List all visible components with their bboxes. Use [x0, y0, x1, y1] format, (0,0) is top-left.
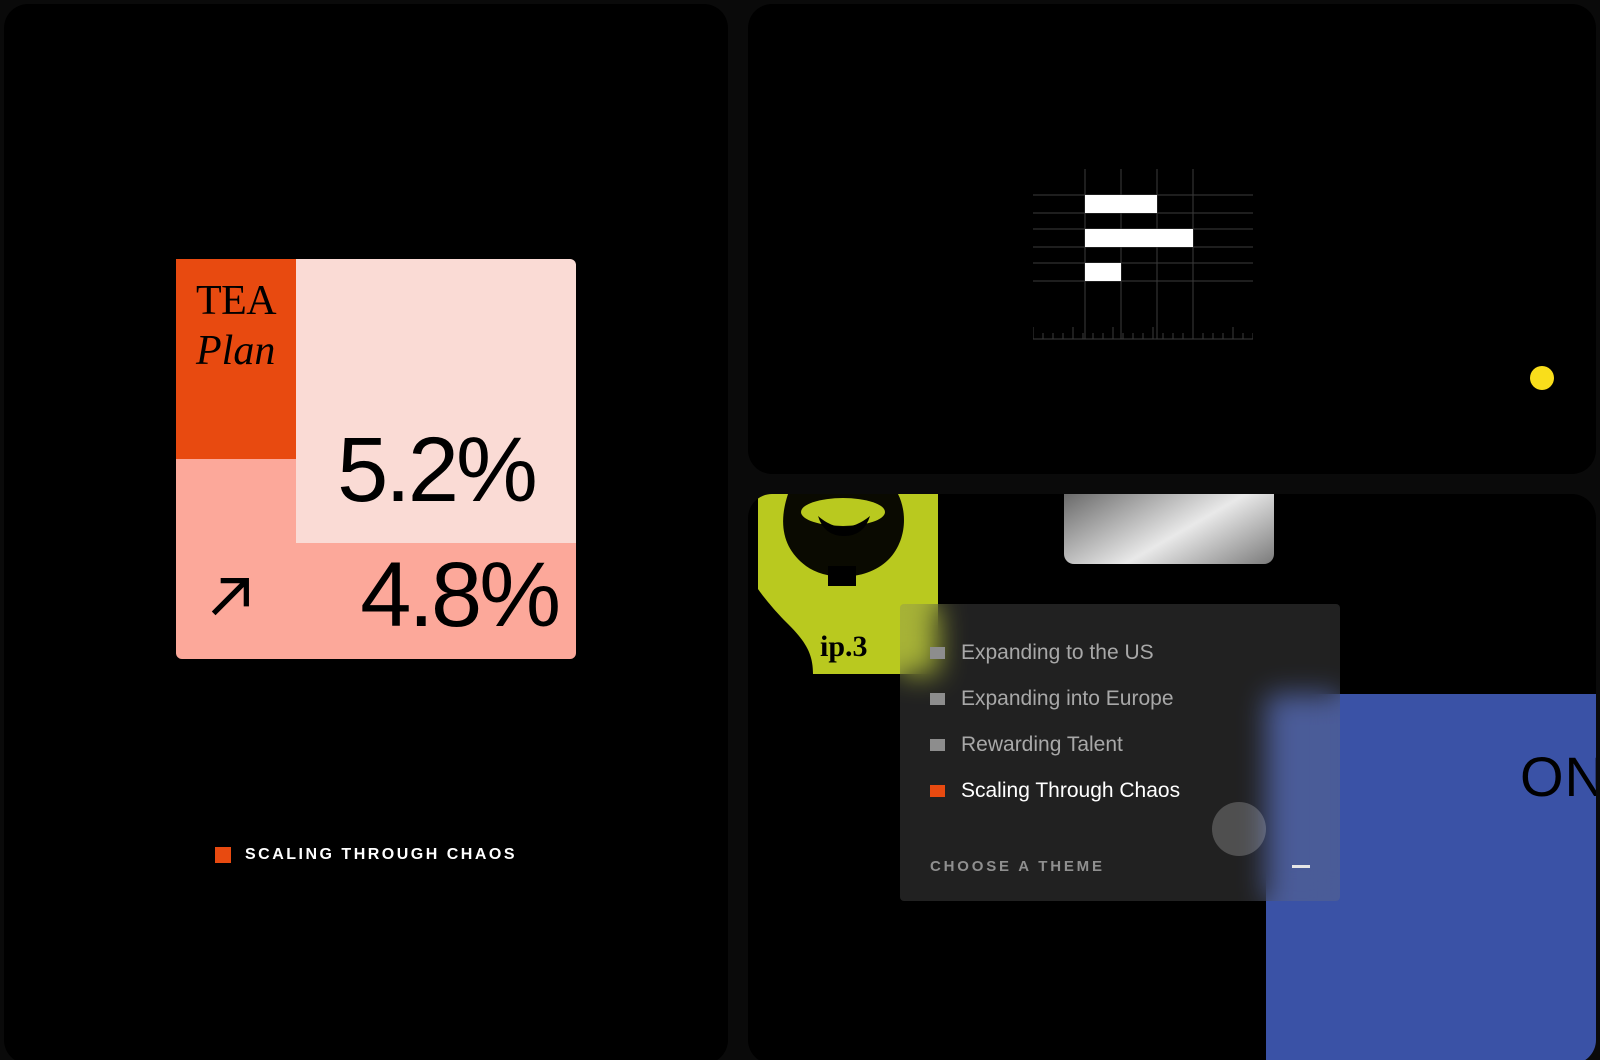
yellow-dot-icon	[1530, 366, 1554, 390]
menu-item-label: Rewarding Talent	[961, 733, 1123, 757]
collapse-icon[interactable]	[1292, 865, 1310, 868]
theme-menu-item[interactable]: Expanding to the US	[900, 630, 1340, 676]
stat-card: 4.8% TEA Plan 5.2%	[176, 259, 576, 659]
logo-grid	[1033, 159, 1253, 379]
menu-item-label: Expanding to the US	[961, 641, 1154, 665]
caption-label: SCALING THROUGH CHAOS	[245, 846, 517, 864]
theme-menu-item[interactable]: Scaling Through Chaos	[900, 768, 1340, 814]
panel-theme-menu: ip.3 ON Expanding to the US Expanding int…	[748, 494, 1596, 1060]
theme-menu-item[interactable]: Rewarding Talent	[900, 722, 1340, 768]
arrow-up-right-icon	[202, 569, 258, 625]
bg-tile-gray	[1064, 494, 1274, 564]
theme-menu-title: CHOOSE A THEME	[930, 858, 1105, 875]
bg-blue-label: ON	[1520, 744, 1596, 809]
panel-scaling-card: 4.8% TEA Plan 5.2% SCALING THROUGH CHAOS	[4, 4, 728, 1060]
stat-card-header: TEA Plan	[176, 259, 296, 459]
theme-menu-item[interactable]: Expanding into Europe	[900, 676, 1340, 722]
menu-item-label: Scaling Through Chaos	[961, 779, 1180, 803]
stat-card-header-line1: TEA	[196, 277, 296, 325]
menu-item-swatch	[930, 647, 945, 659]
theme-menu[interactable]: Expanding to the US Expanding into Europe…	[900, 604, 1340, 901]
logo-grid-svg	[1033, 159, 1253, 379]
stat-bottom-value: 4.8%	[360, 543, 558, 648]
menu-item-label: Expanding into Europe	[961, 687, 1174, 711]
stat-top-value: 5.2%	[337, 418, 535, 523]
menu-item-swatch	[930, 739, 945, 751]
bg-green-label: ip.3	[820, 630, 868, 664]
panel-logo-grid	[748, 4, 1596, 474]
menu-item-swatch	[930, 785, 945, 797]
menu-item-swatch	[930, 693, 945, 705]
caption-swatch	[215, 847, 231, 863]
theme-menu-footer[interactable]: CHOOSE A THEME	[900, 830, 1340, 901]
left-caption: SCALING THROUGH CHAOS	[4, 846, 728, 864]
stat-card-header-line2: Plan	[196, 327, 296, 375]
stat-card-top-right: 5.2%	[296, 259, 576, 543]
